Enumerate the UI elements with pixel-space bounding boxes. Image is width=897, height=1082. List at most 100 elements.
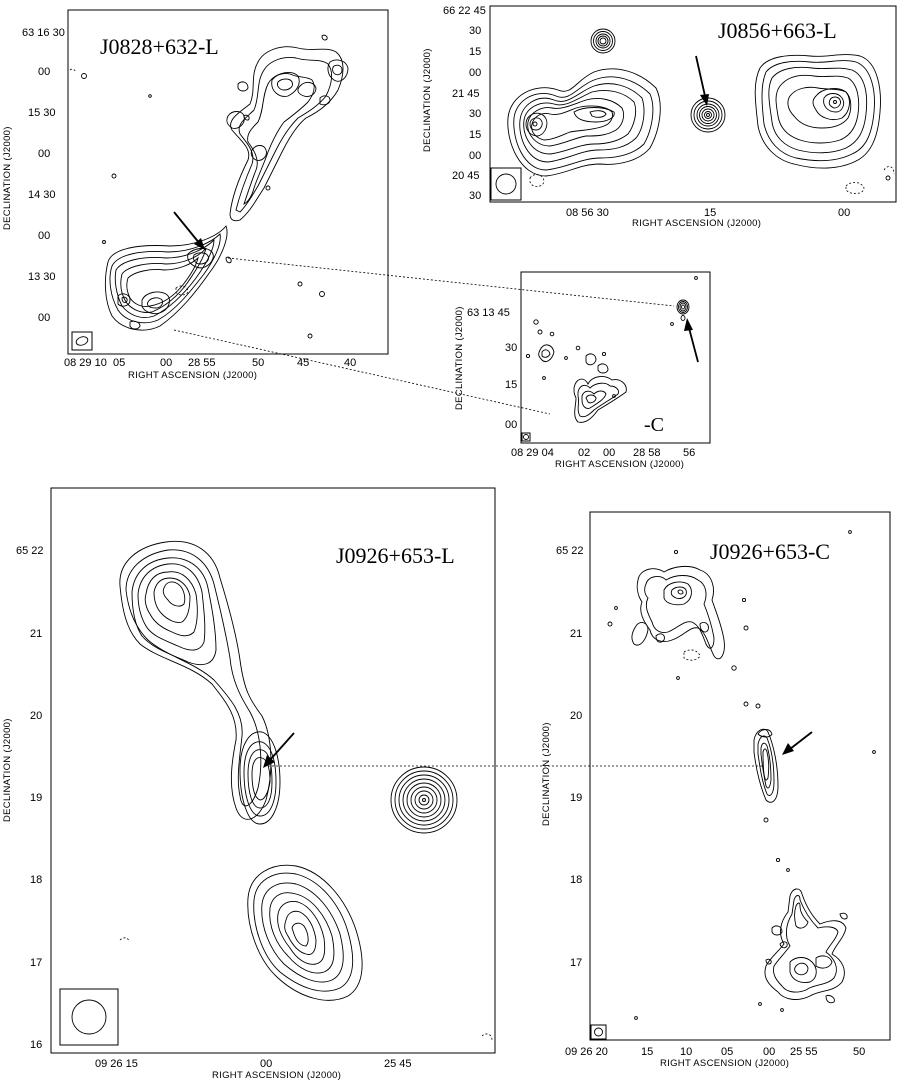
- x-tick-label: 10: [680, 1046, 692, 1058]
- contour-set-north-emission: [631, 565, 725, 661]
- contour-set-right-lobe: [754, 54, 881, 169]
- x-tick-label: 00: [838, 207, 850, 219]
- x-tick-label: 15: [704, 207, 716, 219]
- y-tick-label: 63 13 45: [467, 307, 510, 319]
- y-tick-label: 63 16 30: [22, 27, 65, 39]
- y-tick-label: 30: [469, 25, 481, 37]
- contour-set-south-emission: [764, 888, 848, 1004]
- y-tick-label: 13 30: [28, 271, 56, 283]
- x-tick-label: 08 29 10: [64, 357, 107, 369]
- y-axis-label: DECLINATION (J2000): [422, 48, 433, 152]
- y-axis-label: DECLINATION (J2000): [541, 722, 552, 826]
- panel-title: J0926+653-C: [710, 539, 830, 564]
- y-tick-label: 00: [38, 148, 50, 160]
- contour-set-noise: [525, 276, 698, 398]
- y-tick-label: 15: [505, 379, 517, 391]
- panel-title: J0926+653-L: [336, 543, 455, 568]
- panel-frame: [489, 5, 897, 203]
- x-tick-label: 08 29 04: [511, 447, 554, 459]
- y-tick-label: 21 45: [452, 88, 480, 100]
- contour-set-lobe-north: [119, 540, 272, 820]
- contour-set-noise: [69, 68, 325, 339]
- y-tick-label: 65 22: [556, 545, 584, 557]
- y-tick-label: 66 22 45: [443, 5, 486, 17]
- y-tick-label: 15 30: [28, 107, 56, 119]
- x-tick-label: 40: [344, 357, 356, 369]
- x-tick-label: 50: [853, 1046, 865, 1058]
- y-tick-label: 17: [570, 957, 582, 969]
- x-tick-label: 00: [260, 1058, 272, 1070]
- panel-frame: [67, 9, 389, 355]
- panel-j0926-c: J0926+653-C 65 22 21 20 19 18 17 09 26 2…: [541, 511, 891, 1069]
- arrow-icon: [263, 732, 295, 768]
- contour-set-compact-source: [390, 766, 458, 834]
- arrow-icon: [684, 318, 699, 363]
- y-tick-label: 14 30: [28, 189, 56, 201]
- x-tick-label: 00: [160, 357, 172, 369]
- contour-set-noise: [607, 530, 876, 1020]
- x-tick-label: 56: [683, 447, 695, 459]
- y-tick-label: 00: [38, 312, 50, 324]
- panel-frame: [589, 511, 891, 1041]
- contour-set-noise: [119, 937, 493, 1041]
- y-axis-label: DECLINATION (J2000): [454, 306, 465, 410]
- x-tick-label: 00: [763, 1046, 775, 1058]
- y-tick-label: 30: [469, 190, 481, 202]
- y-tick-label: 30: [469, 108, 481, 120]
- contour-set-core: [690, 97, 726, 133]
- x-tick-label: 05: [113, 357, 125, 369]
- contour-set-core: [676, 299, 690, 321]
- arrow-icon: [173, 211, 205, 250]
- y-tick-label: 30: [505, 342, 517, 354]
- beam-box: [590, 1024, 607, 1040]
- panel-title: -C: [644, 414, 664, 436]
- y-tick-label: 15: [469, 129, 481, 141]
- arrow-icon: [782, 731, 813, 755]
- panel-title: J0856+663-L: [718, 18, 837, 43]
- y-tick-label: 65 22: [16, 545, 44, 557]
- y-tick-label: 00: [469, 150, 481, 162]
- x-tick-label: 05: [721, 1046, 733, 1058]
- x-tick-label: 09 26 20: [565, 1046, 608, 1058]
- panel-j0926-l: J0926+653-L 65 22 21 20 19 18 17 16 09 2…: [2, 487, 496, 1081]
- panel-j0828-c: -C 63 13 45 30 15 00 08 29 04 02 00 28 5…: [454, 271, 711, 470]
- y-axis-label: DECLINATION (J2000): [2, 718, 13, 822]
- x-tick-label: 50: [252, 357, 264, 369]
- y-tick-label: 00: [505, 419, 517, 431]
- x-tick-label: 28 58: [633, 447, 661, 459]
- y-tick-label: 19: [570, 792, 582, 804]
- x-tick-label: 25 45: [384, 1058, 412, 1070]
- y-tick-label: 20: [570, 710, 582, 722]
- contour-set-noise: [529, 166, 895, 194]
- x-tick-label: 08 56 30: [566, 207, 609, 219]
- x-axis-label: RIGHT ASCENSION (J2000): [128, 370, 257, 381]
- y-axis-label: DECLINATION (J2000): [2, 126, 13, 230]
- y-tick-label: 18: [570, 874, 582, 886]
- panel-j0856-l: J0856+663-L 66 22 45 30 15 00 21 45 30 1…: [422, 5, 897, 229]
- beam-box: [521, 432, 531, 442]
- panel-frame: [520, 271, 711, 444]
- panel-frame: [50, 487, 496, 1054]
- beam-box: [59, 988, 119, 1046]
- y-tick-label: 00: [38, 66, 50, 78]
- x-tick-label: 15: [641, 1046, 653, 1058]
- y-tick-label: 18: [30, 874, 42, 886]
- y-tick-label: 17: [30, 957, 42, 969]
- x-tick-label: 09 26 15: [95, 1058, 138, 1070]
- x-tick-label: 25 55: [790, 1046, 818, 1058]
- y-tick-label: 21: [30, 628, 42, 640]
- y-tick-label: 20: [30, 710, 42, 722]
- beam-box: [490, 167, 522, 201]
- contour-set-upper-emission: [226, 34, 349, 222]
- y-tick-label: 16: [30, 1039, 42, 1051]
- y-tick-label: 15: [469, 46, 481, 58]
- x-axis-label: RIGHT ASCENSION (J2000): [212, 1070, 341, 1081]
- arrow-icon: [695, 55, 709, 106]
- contour-set-lower-emission: [538, 344, 627, 423]
- y-tick-label: 21: [570, 628, 582, 640]
- contour-set-core: [753, 728, 779, 823]
- x-axis-label: RIGHT ASCENSION (J2000): [632, 218, 761, 229]
- panel-title: J0828+632-L: [100, 34, 219, 59]
- x-axis-label: RIGHT ASCENSION (J2000): [555, 459, 684, 470]
